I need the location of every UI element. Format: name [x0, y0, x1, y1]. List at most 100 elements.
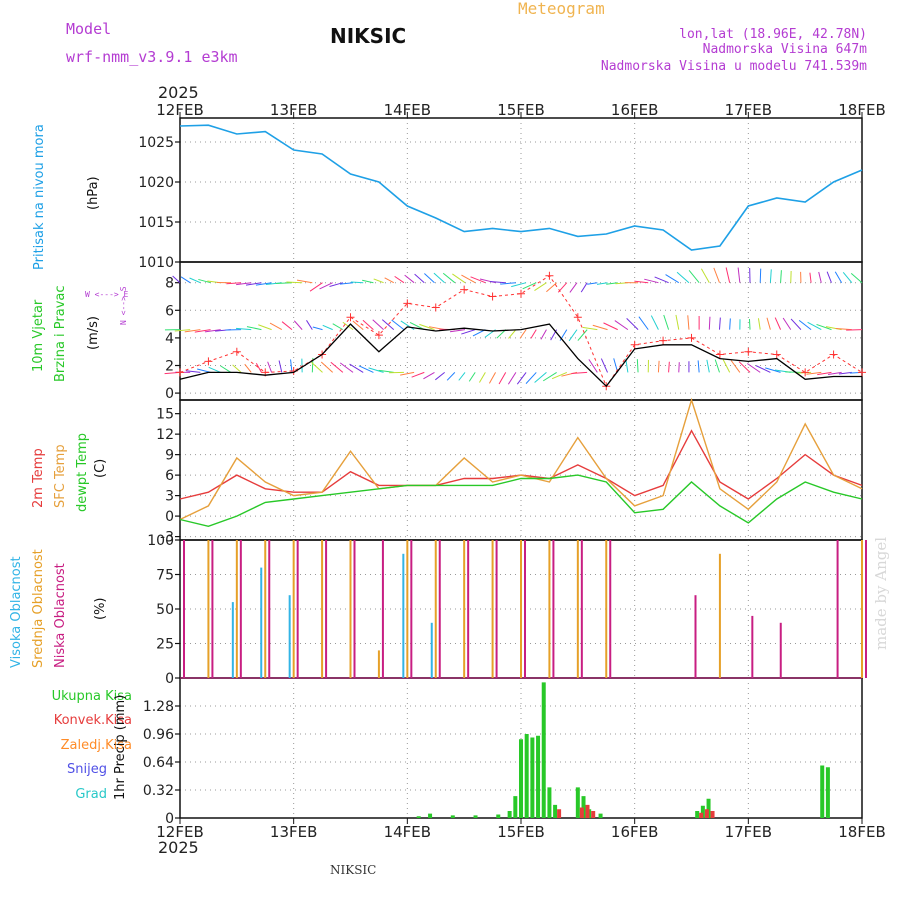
wind-arrow [826, 271, 832, 283]
wind-arrow [546, 282, 557, 293]
wind-arrow [697, 360, 700, 373]
wind-arrow [235, 327, 252, 331]
wind-arrow [759, 268, 762, 283]
station-title: NIKSIC [330, 24, 406, 48]
wind-arrow [479, 372, 486, 383]
wind-arrow [842, 271, 853, 284]
wind-arrow [185, 370, 201, 373]
precip-label-conv: Konvek.Kisa [54, 713, 132, 728]
wind-arrow [525, 372, 537, 384]
cloud-low-bar [836, 540, 839, 678]
wind-gust-marker [687, 333, 696, 342]
x-tick-label-top: 12FEB [156, 101, 203, 119]
precip-total-bar [473, 815, 478, 818]
footer-station: NIKSIC [330, 863, 376, 877]
wind-arrow [571, 371, 588, 375]
x-tick-label-bottom: 12FEB [156, 823, 203, 841]
wind-arrow [373, 278, 384, 284]
wind-arrow [198, 278, 211, 284]
wind-arrow [755, 365, 771, 373]
wind-arrow [180, 276, 191, 284]
cloud-mid-bar [292, 540, 295, 678]
cloud-low-bar [381, 540, 384, 678]
wind-arrow [435, 372, 445, 381]
y-tick-label: 0 [165, 671, 174, 687]
wind-gust-marker [232, 347, 241, 356]
precip-total-bar [706, 798, 711, 818]
cloud-mid-bar [605, 540, 608, 678]
precip-total-bar [695, 811, 700, 818]
cloud-unit: (%) [93, 598, 108, 621]
precip-label-grad: Grad [75, 787, 107, 802]
precip-total-bar [507, 811, 512, 818]
wind-arrow [806, 371, 822, 375]
cloud-mid-bar [463, 540, 466, 678]
elevation-text: Nadmorska Visina 647m [703, 42, 868, 57]
plot-layer: 1010 1015 1020 1025 0 2 4 6 8 -3 0 3 6 9 12 15 0 25 50 75 10… [138, 101, 885, 841]
wind-arrow [172, 275, 181, 284]
wind-arrow [330, 361, 344, 373]
wind-gust-marker [431, 303, 440, 312]
y-tick-label: 6 [165, 303, 174, 319]
wind-arrow [411, 371, 425, 378]
precip-total-bar [553, 804, 558, 818]
cloud-mid-bar [264, 540, 267, 678]
coords-text: lon,lat (18.96E, 42.78N) [679, 27, 867, 42]
wind-arrow [332, 323, 344, 331]
y-tick-label: 0.32 [143, 783, 174, 799]
precip-total-bar [524, 734, 529, 818]
cloud-mid-bar [718, 553, 721, 678]
wind-arrow [688, 269, 700, 284]
wind-arrow [519, 329, 527, 339]
y-tick-label: 1.28 [143, 699, 174, 715]
cloud-high-bar [402, 553, 405, 678]
precip-conv-bar [557, 809, 562, 818]
wind-arrow [534, 372, 547, 383]
wind-arrow [498, 372, 507, 385]
model-elevation-text: Nadmorska Visina u modelu 741.539m [601, 59, 867, 74]
wind-arrow [220, 365, 232, 373]
wind-arrow [306, 320, 313, 330]
wind-arrow [372, 319, 384, 330]
wind-arrow [184, 329, 201, 333]
y-tick-label: -3 [160, 530, 174, 546]
wind-arrow [657, 360, 660, 373]
wind-arrow [665, 274, 680, 284]
y-tick-label: 1020 [138, 175, 174, 191]
precip-total-bar [496, 814, 501, 818]
wind-gust-marker [176, 368, 184, 377]
wind-gust-marker [517, 289, 525, 298]
wind-arrow [729, 318, 731, 330]
wind-arrow [508, 329, 517, 339]
year-top: 2025 [158, 83, 199, 102]
precip-label-total: Ukupna Kisa [52, 689, 132, 704]
wind-gust-marker [801, 368, 810, 377]
precip-conv-bar [704, 809, 709, 818]
y-tick-label: 8 [165, 276, 174, 292]
wind-label-2: Brzina i Pravac [53, 285, 68, 382]
wind-arrow [650, 315, 659, 330]
wind-arrow [339, 282, 354, 285]
wind-arrow [614, 320, 629, 331]
wind-arrow [540, 329, 547, 340]
y-tick-label: 15 [156, 407, 174, 423]
wind-arrow [676, 271, 690, 284]
wind-arrow [400, 371, 415, 376]
y-tick-label: 6 [165, 468, 174, 484]
wind-arrow [414, 273, 425, 284]
wind-arrow [516, 372, 527, 385]
wind-arrow [551, 371, 568, 380]
precip-conv-bar [585, 804, 590, 818]
cloud-mid-bar [349, 540, 352, 678]
y-tick-label: 0 [165, 386, 174, 402]
wind-arrow [530, 329, 537, 339]
wind-arrow [587, 282, 598, 285]
wind-compass: W <---> E [85, 290, 129, 299]
precip-total-bar [536, 735, 541, 818]
wind-arrow [384, 277, 394, 284]
wind-arrow [255, 282, 272, 286]
wind-gust-marker [630, 340, 639, 349]
wind-arrow [850, 273, 863, 284]
cloud-mid-bar [207, 540, 210, 678]
wind-arrow [381, 319, 395, 330]
